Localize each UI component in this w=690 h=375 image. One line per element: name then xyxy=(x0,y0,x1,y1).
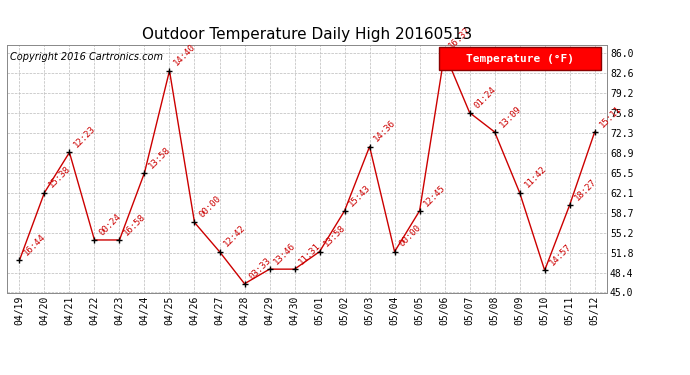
Text: 15:43: 15:43 xyxy=(347,183,373,208)
Text: 12:23: 12:23 xyxy=(72,124,97,150)
Text: 01:24: 01:24 xyxy=(473,85,497,110)
Text: 15:38: 15:38 xyxy=(47,165,72,190)
Text: 16:37: 16:37 xyxy=(447,25,473,50)
FancyBboxPatch shape xyxy=(439,48,601,70)
Text: 15:11: 15:11 xyxy=(598,104,623,129)
Text: 13:58: 13:58 xyxy=(147,145,172,170)
Text: 00:24: 00:24 xyxy=(97,212,123,237)
Text: 13:09: 13:09 xyxy=(497,104,523,129)
Text: 16:58: 16:58 xyxy=(122,212,148,237)
Text: 12:45: 12:45 xyxy=(422,183,448,208)
Text: 11:42: 11:42 xyxy=(522,165,548,190)
Text: Temperature (°F): Temperature (°F) xyxy=(466,54,574,64)
Text: 16:44: 16:44 xyxy=(22,232,48,258)
Text: 12:42: 12:42 xyxy=(222,224,248,249)
Text: 14:40: 14:40 xyxy=(172,42,197,68)
Text: 03:33: 03:33 xyxy=(247,256,273,281)
Title: Outdoor Temperature Daily High 20160513: Outdoor Temperature Daily High 20160513 xyxy=(142,27,472,42)
Text: Copyright 2016 Cartronics.com: Copyright 2016 Cartronics.com xyxy=(10,53,163,62)
Text: 00:00: 00:00 xyxy=(197,194,223,220)
Text: 11:31: 11:31 xyxy=(297,241,323,266)
Text: 13:46: 13:46 xyxy=(273,241,297,266)
Text: 14:57: 14:57 xyxy=(547,242,573,267)
Text: 18:27: 18:27 xyxy=(573,177,598,202)
Text: 13:58: 13:58 xyxy=(322,224,348,249)
Text: 14:36: 14:36 xyxy=(373,118,397,144)
Text: 00:00: 00:00 xyxy=(397,224,423,249)
